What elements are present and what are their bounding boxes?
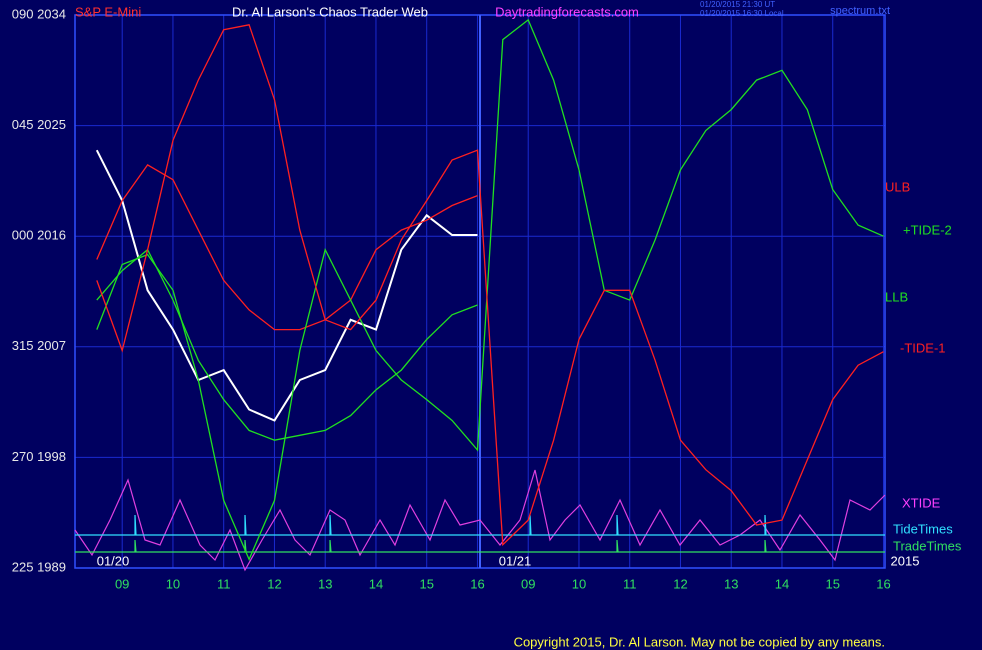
y-tick-label: 270 1998 [12,449,66,464]
y-tick-label: 315 2007 [12,338,66,353]
x-tick-label: 09 [521,576,535,591]
x-tick-label: 10 [572,576,586,591]
series-line [95,149,478,422]
x-tick-label: 09 [115,576,129,591]
x-tick-label: 13 [724,576,738,591]
indicator-label: TradeTimes [893,538,962,553]
legend-label: ULB [885,179,910,194]
chart-title: Dr. Al Larson's Chaos Trader Web [232,4,428,19]
x-tick-label: 11 [217,576,231,591]
y-tick-label: 000 2016 [12,228,66,243]
x-tick-label: 14 [775,576,789,591]
series-line [96,248,478,441]
file-name: spectrum.txt [830,5,890,17]
x-tick-label: 12 [673,576,687,591]
x-tick-label: 16 [876,576,890,591]
x-tick-label: 11 [623,576,637,591]
y-tick-label: 090 2034 [12,6,66,21]
copyright: Copyright 2015, Dr. Al Larson. May not b… [514,634,885,649]
indicator-label: XTIDE [902,495,941,510]
xtide-curve [74,469,886,572]
series-line [96,164,478,331]
tide-times-line [75,514,885,536]
indicator-label: TideTimes [893,521,953,536]
subtitle: S&P E-Mini [75,4,141,19]
x-tick-label: 13 [318,576,332,591]
trade-times-line [75,539,885,553]
y-tick-label: 225 1989 [12,559,66,574]
timestamp: 01/20/2015 21:30 UT [700,0,775,9]
x-tick-label: 12 [267,576,281,591]
legend-label: +TIDE-2 [903,222,952,237]
timestamp: 01/20/2015 16:30 Local [700,9,784,18]
x-tick-label: 10 [166,576,180,591]
x-tick-label: 15 [419,576,433,591]
date-label: 2015 [891,553,920,568]
legend-label: -TIDE-1 [900,340,946,355]
x-tick-label: 16 [470,576,484,591]
website: Daytradingforecasts.com [495,4,639,19]
series-line [96,24,884,547]
x-tick-label: 15 [825,576,839,591]
y-tick-label: 045 2025 [12,117,66,132]
date-label: 01/20 [97,553,130,568]
date-label: 01/21 [499,553,532,568]
legend-label: LLB [885,289,908,304]
x-tick-label: 14 [369,576,383,591]
series-line [96,18,884,562]
